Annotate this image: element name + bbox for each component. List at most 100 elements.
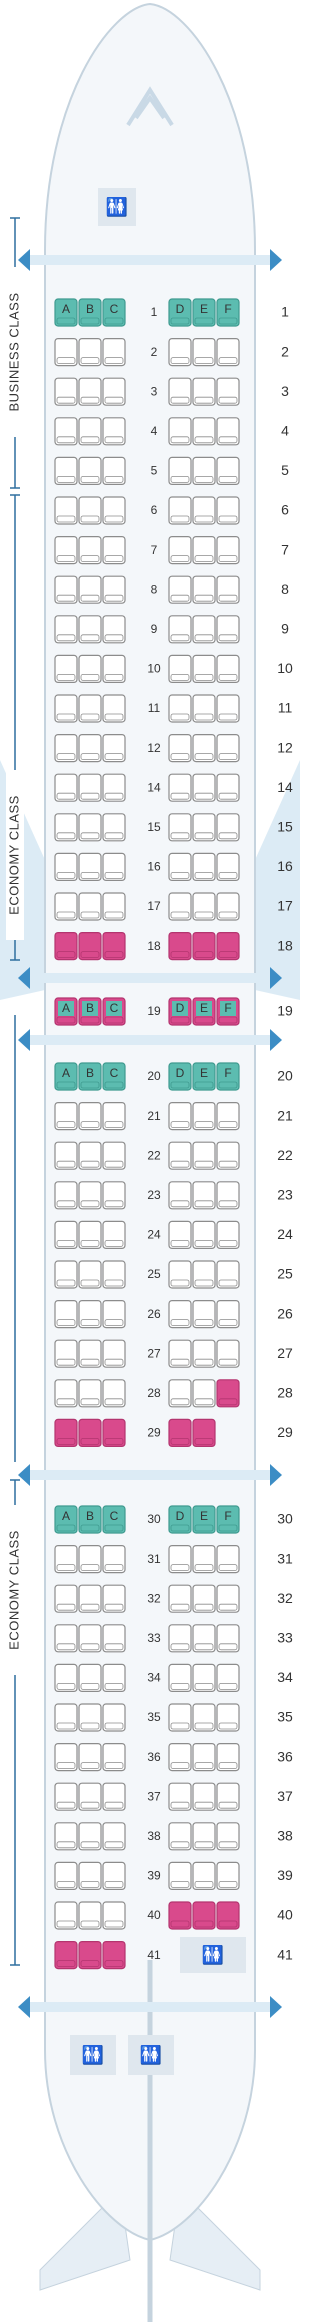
seat-back — [192, 1141, 216, 1170]
seat — [192, 1703, 216, 1732]
seat — [192, 694, 216, 723]
seat — [168, 338, 192, 367]
seat — [78, 377, 102, 406]
seat — [192, 1742, 216, 1772]
row-number: 33 — [147, 1631, 161, 1645]
seat-cushion — [56, 911, 76, 919]
seat-back — [216, 931, 240, 961]
seat-cushion — [170, 1881, 190, 1888]
seat-back — [102, 496, 126, 525]
exit-arrow — [270, 967, 282, 989]
seat-back — [78, 1101, 102, 1131]
seat-cushion — [170, 555, 190, 562]
seat — [168, 1901, 192, 1930]
seat-cushion — [194, 1881, 214, 1888]
seat — [168, 575, 192, 604]
seat-cushion — [194, 1762, 214, 1769]
seat-letter: E — [200, 1001, 208, 1015]
seat-cushion — [218, 1643, 238, 1651]
exit-bar — [30, 255, 270, 265]
seat-cushion — [56, 1016, 76, 1024]
seat-back — [78, 694, 102, 723]
seat-cushion — [170, 1319, 190, 1326]
seat — [54, 1379, 78, 1408]
seat-back — [102, 1584, 126, 1613]
seat — [216, 1379, 240, 1408]
seat — [78, 1703, 102, 1732]
seat: E — [192, 1505, 216, 1534]
seat-back — [102, 852, 126, 882]
seat-letter: D — [176, 1509, 185, 1523]
seat-cushion — [194, 594, 214, 602]
seat — [168, 1822, 192, 1851]
seat-cushion — [170, 1398, 190, 1406]
seat-back — [192, 1260, 216, 1289]
seat: E — [192, 1062, 216, 1091]
seat-cushion — [218, 674, 238, 681]
seat-cushion — [218, 1121, 238, 1128]
seat-cushion — [104, 1358, 124, 1366]
seat-letter: B — [86, 1066, 94, 1080]
seat — [78, 931, 102, 961]
seat — [78, 1260, 102, 1289]
seat-cushion — [218, 1240, 238, 1247]
row-number: 41 — [147, 1948, 161, 1962]
seat-cushion — [218, 832, 238, 840]
seat — [192, 456, 216, 485]
seat-cushion — [194, 1683, 214, 1690]
seat — [102, 338, 126, 367]
seat-cushion — [104, 357, 124, 365]
seat — [54, 654, 78, 684]
seat-cushion — [56, 792, 76, 800]
seat-letter-bg — [106, 1509, 122, 1524]
seat: A — [54, 1505, 78, 1534]
seat — [102, 1418, 126, 1448]
row-number-right: 38 — [277, 1828, 293, 1844]
seat-back — [216, 417, 240, 446]
seat — [78, 1742, 102, 1772]
seat-cushion — [170, 1920, 190, 1928]
seat — [216, 1141, 240, 1170]
seat-letter: C — [110, 1509, 119, 1523]
seat — [216, 1901, 240, 1930]
seat-cushion — [170, 1160, 190, 1168]
seat-back — [192, 417, 216, 446]
row-number: 37 — [147, 1789, 161, 1803]
seat-cushion — [56, 1240, 76, 1247]
seat-back — [192, 377, 216, 406]
seat — [102, 1141, 126, 1170]
seat-cushion — [170, 1081, 190, 1089]
seat-back — [102, 1379, 126, 1408]
seat — [216, 654, 240, 684]
seat-back — [54, 417, 78, 446]
seat-letter-bg — [82, 1001, 98, 1016]
seat-back — [168, 615, 192, 644]
row-number: 34 — [147, 1671, 161, 1685]
seat — [78, 1624, 102, 1653]
seat-back — [78, 1584, 102, 1613]
seat — [78, 694, 102, 723]
seat-cushion — [56, 1722, 76, 1730]
seat-back — [168, 1339, 192, 1368]
seat — [54, 535, 78, 565]
seat-cushion — [80, 1881, 100, 1888]
seat — [102, 852, 126, 882]
seat — [168, 1782, 192, 1811]
seat-back — [78, 852, 102, 882]
seat-cushion — [56, 396, 76, 404]
seat-back — [192, 1181, 216, 1210]
seat — [102, 1339, 126, 1368]
seat-cushion — [194, 951, 214, 958]
seat-cushion — [104, 872, 124, 879]
seat-cushion — [218, 713, 238, 721]
seat-back — [168, 931, 192, 961]
exit-arrow — [18, 1464, 30, 1486]
seat-cushion — [80, 1524, 100, 1532]
seat-cushion — [194, 1016, 214, 1024]
seat-cushion — [80, 832, 100, 840]
seat-back — [54, 694, 78, 723]
seat-cushion — [194, 1524, 214, 1532]
section-label-bg — [6, 770, 24, 940]
seat-cushion — [218, 911, 238, 919]
seat-back — [168, 1418, 192, 1448]
